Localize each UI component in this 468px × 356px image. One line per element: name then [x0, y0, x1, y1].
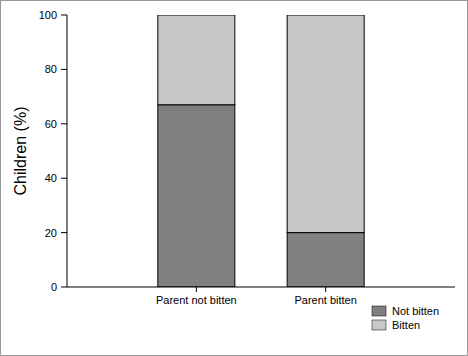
bar: [158, 15, 235, 105]
y-tick-label: 0: [51, 281, 57, 293]
x-tick-label: Parent bitten: [294, 294, 356, 306]
y-tick: [61, 287, 67, 288]
y-tick-label: 40: [45, 172, 57, 184]
y-tick-label: 80: [45, 63, 57, 75]
y-label: Children (%): [12, 107, 29, 196]
x-tick: [325, 287, 326, 292]
legend-swatch: [372, 306, 386, 316]
bar: [287, 15, 364, 233]
y-axis: [67, 15, 68, 287]
bars: [158, 15, 364, 287]
y-tick: [61, 15, 67, 16]
x-axis: [67, 287, 455, 288]
y-tick: [61, 178, 67, 179]
legend-label: Not bitten: [392, 305, 439, 317]
x-tick-label: Parent not bitten: [156, 294, 237, 306]
y-tick: [61, 123, 67, 124]
bar: [158, 105, 235, 287]
legend-label: Bitten: [392, 319, 420, 331]
legend-swatch: [372, 320, 386, 330]
y-tick-label: 20: [45, 227, 57, 239]
legend: Not bitten Bitten: [372, 305, 439, 331]
chart: 0 20 40 60 80 100 Parent not bitten Parent bitt…: [0, 0, 468, 356]
y-tick-label: 60: [45, 118, 57, 130]
bar: [287, 233, 364, 287]
frame: [1, 1, 468, 356]
x-tick: [196, 287, 197, 292]
y-tick-label: 100: [39, 9, 57, 21]
y-tick: [61, 232, 67, 233]
y-tick: [61, 69, 67, 70]
